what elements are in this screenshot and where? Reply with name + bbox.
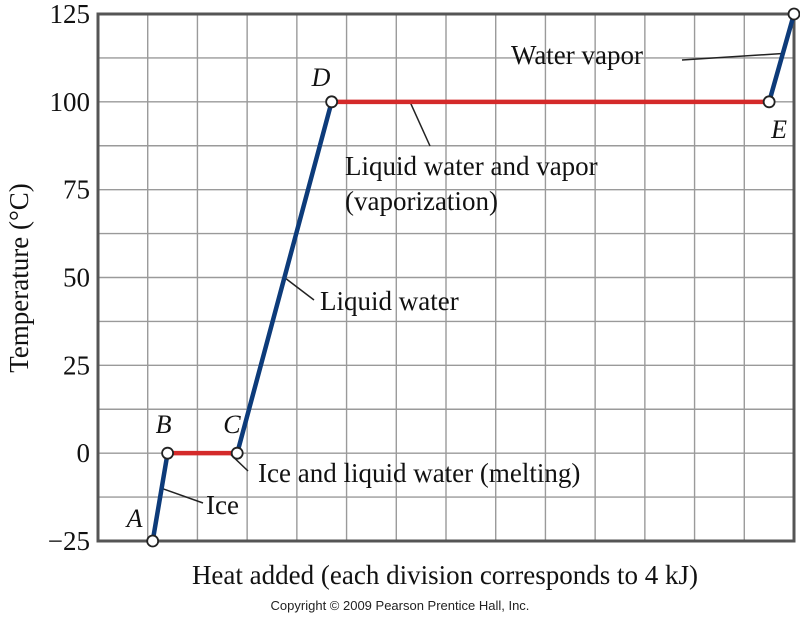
annotation-leader	[681, 52, 783, 61]
annotation-leader	[161, 487, 204, 504]
point-label: A	[125, 504, 143, 533]
copyright-notice: Copyright © 2009 Pearson Prentice Hall, …	[270, 598, 530, 613]
point-marker	[762, 95, 776, 109]
y-tick-label: 125	[50, 0, 91, 29]
heating-curve-chart: 125 100 75 50 25 0 −25 Temperature (°C) Heat a…	[4, 0, 800, 590]
point-label: D	[311, 63, 331, 92]
point-label: E	[770, 115, 787, 144]
y-tick-label: 75	[63, 175, 90, 205]
annotation-leader	[283, 276, 315, 301]
point-marker	[230, 446, 244, 460]
point-label: B	[156, 410, 172, 439]
curve-segment	[766, 11, 797, 105]
y-tick-label: 50	[63, 263, 90, 293]
point-marker	[787, 7, 800, 21]
curve-segments	[150, 11, 797, 544]
y-tick-label: −25	[48, 526, 90, 556]
annotation-water-vapor: Water vapor	[511, 40, 643, 70]
point-labels: ABCDEF	[125, 63, 787, 533]
annotation-ice: Ice	[206, 490, 239, 520]
point-label: C	[223, 410, 241, 439]
annotation-vaporization-line2: (vaporization)	[345, 186, 498, 216]
curve-segment	[150, 450, 170, 544]
annotation-leader	[409, 101, 431, 147]
point-marker	[325, 95, 339, 109]
curve-points	[146, 7, 800, 548]
y-tick-label: 100	[50, 87, 91, 117]
y-tick-label: 0	[77, 438, 91, 468]
annotation-vaporization-line1: Liquid water and vapor	[345, 151, 598, 181]
point-marker	[146, 534, 160, 548]
annotation-melting: Ice and liquid water (melting)	[258, 458, 580, 488]
x-axis-label: Heat added (each division corresponds to…	[192, 560, 698, 590]
y-tick-label: 25	[63, 350, 90, 380]
annotation-leaders	[161, 52, 783, 504]
y-axis-label: Temperature (°C)	[4, 183, 34, 373]
point-marker	[161, 446, 175, 460]
annotation-liquid-water: Liquid water	[320, 286, 459, 316]
y-tick-labels: 125 100 75 50 25 0 −25	[48, 0, 90, 556]
curve-segment	[234, 99, 334, 456]
plot-frame	[96, 12, 796, 543]
